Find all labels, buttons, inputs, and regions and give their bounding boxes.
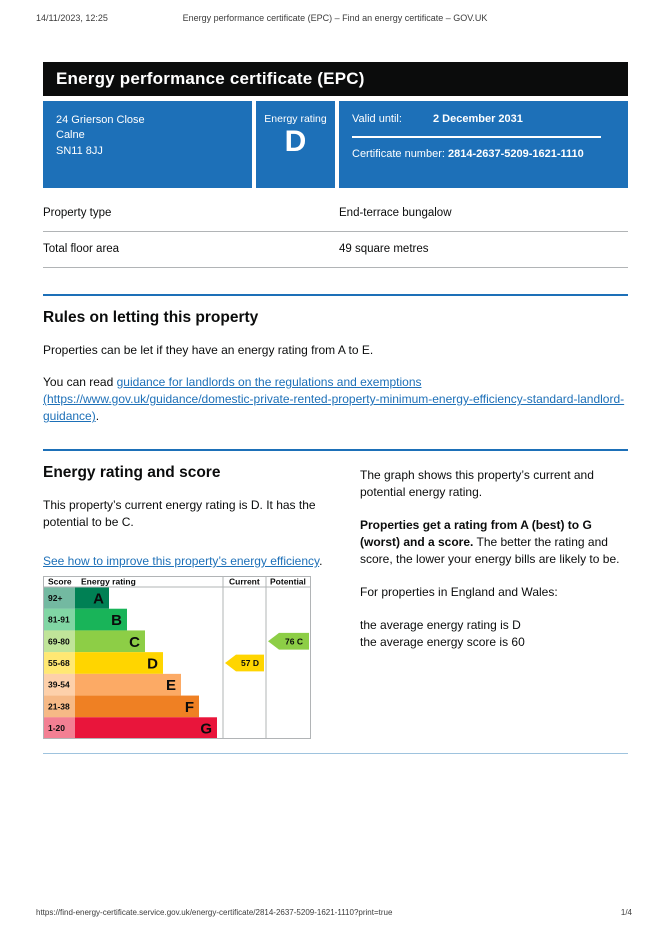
rating-explanation-para: Properties get a rating from A (best) to… bbox=[360, 517, 628, 568]
band-letter-D: D bbox=[147, 656, 158, 673]
band-B bbox=[75, 608, 127, 631]
score-cell-E bbox=[44, 674, 75, 696]
valid-until-row: Valid until: 2 December 2031 bbox=[352, 113, 615, 125]
potential-rating-arrow-label: 76 C bbox=[285, 637, 303, 647]
band-G bbox=[75, 717, 217, 740]
print-url: https://find-energy-certificate.service.… bbox=[36, 908, 393, 917]
energy-rating-box: Energy rating D bbox=[256, 101, 335, 188]
rating-explanation-bold: Properties get a rating from A (best) to… bbox=[360, 518, 592, 550]
validity-box: Valid until: 2 December 2031 Certificate… bbox=[339, 101, 628, 188]
chart-header-potential: Potential bbox=[270, 577, 306, 587]
score-range-G: 1-20 bbox=[48, 723, 65, 733]
score-range-E: 39-54 bbox=[48, 680, 70, 690]
table-row: Property type End-terrace bungalow bbox=[43, 196, 628, 232]
section-divider bbox=[43, 294, 628, 296]
property-facts: Property type End-terrace bungalow Total… bbox=[43, 196, 628, 268]
current-rating-para: This property’s current energy rating is… bbox=[43, 498, 316, 530]
rating-section-heading: Energy rating and score bbox=[43, 464, 221, 482]
fact-value-property-type: End-terrace bungalow bbox=[339, 207, 452, 219]
print-footer: https://find-energy-certificate.service.… bbox=[36, 908, 632, 917]
band-A bbox=[75, 587, 109, 609]
letting-rules-para: Properties can be let if they have an en… bbox=[43, 343, 374, 357]
certificate-content: Energy performance certificate (EPC) 24 … bbox=[43, 62, 628, 755]
property-address-box: 24 Grierson Close Calne SN11 8JJ bbox=[43, 101, 252, 188]
score-cell-D bbox=[44, 652, 75, 675]
band-letter-C: C bbox=[129, 634, 140, 651]
band-letter-G: G bbox=[200, 721, 212, 738]
band-letter-B: B bbox=[111, 612, 122, 629]
score-cell-A bbox=[44, 587, 75, 609]
band-letter-F: F bbox=[185, 699, 194, 716]
improve-link-suffix: . bbox=[319, 554, 323, 569]
print-page-title: Energy performance certificate (EPC) – F… bbox=[182, 13, 488, 23]
certificate-banner: Energy performance certificate (EPC) bbox=[43, 62, 628, 96]
score-cell-C bbox=[44, 630, 75, 653]
band-F bbox=[75, 695, 199, 718]
rating-explanation-rest: The better the rating and score, the low… bbox=[360, 535, 620, 567]
energy-rating-section: Energy rating and score This property’s … bbox=[43, 451, 628, 740]
certificate-title: Energy performance certificate (EPC) bbox=[56, 69, 365, 88]
energy-rating-value: D bbox=[284, 125, 307, 158]
letting-rules-section: Rules on letting this property Propertie… bbox=[43, 309, 628, 425]
certificate-number-row: Certificate number: 2814-2637-5209-1621-… bbox=[352, 148, 615, 160]
score-cell-F bbox=[44, 695, 75, 718]
score-range-A: 92+ bbox=[48, 593, 62, 603]
score-cell-G bbox=[44, 717, 75, 740]
chart-border bbox=[43, 576, 311, 740]
band-letter-A: A bbox=[93, 591, 104, 608]
current-rating-arrow-label: 57 D bbox=[241, 658, 259, 668]
valid-until-value: 2 December 2031 bbox=[433, 113, 523, 125]
chart-header-current: Current bbox=[229, 577, 260, 587]
score-range-D: 55-68 bbox=[48, 658, 70, 668]
address-line-2: Calne bbox=[56, 129, 85, 142]
rating-left-column: Energy rating and score This property’s … bbox=[43, 451, 323, 740]
validity-divider bbox=[352, 136, 601, 138]
graph-description-para: The graph shows this property’s current … bbox=[360, 468, 594, 500]
print-datetime: 14/11/2023, 12:25 bbox=[36, 13, 108, 23]
certificate-summary: 24 Grierson Close Calne SN11 8JJ Energy … bbox=[43, 101, 628, 188]
band-D bbox=[75, 652, 163, 675]
valid-until-label: Valid until: bbox=[352, 113, 402, 125]
section-divider bbox=[43, 449, 628, 452]
letting-rules-heading: Rules on letting this property bbox=[43, 309, 259, 326]
chart-header-score: Score bbox=[48, 577, 72, 587]
average-rating-line: the average energy rating is D bbox=[360, 618, 521, 633]
fact-label-floor-area: Total floor area bbox=[43, 243, 120, 255]
rating-right-column: The graph shows this property’s current … bbox=[360, 451, 628, 739]
band-C bbox=[75, 630, 145, 653]
current-rating-arrow bbox=[225, 654, 264, 672]
address-line-3: SN11 8JJ bbox=[56, 144, 103, 157]
certificate-number-label: Certificate number: bbox=[352, 148, 445, 160]
score-range-F: 21-38 bbox=[48, 702, 70, 712]
fact-label-property-type: Property type bbox=[43, 207, 112, 219]
band-letter-E: E bbox=[166, 677, 176, 694]
potential-rating-arrow bbox=[268, 633, 309, 650]
score-range-C: 69-80 bbox=[48, 637, 70, 647]
averages-para: the average energy rating is D the averag… bbox=[360, 617, 628, 651]
bottom-divider bbox=[43, 753, 628, 755]
energy-rating-label: Energy rating bbox=[264, 113, 327, 125]
print-header: 14/11/2023, 12:25 Energy performance cer… bbox=[36, 13, 634, 25]
england-wales-para: For properties in England and Wales: bbox=[360, 585, 558, 600]
epc-rating-chart: 92+ A 81-91 B 69-80 C 55-68 D 39-54 E 21-38 F 1-20 G 5… bbox=[43, 576, 311, 740]
guidance-text-prefix: You can read bbox=[43, 375, 117, 390]
chart-header-rating: Energy rating bbox=[81, 577, 136, 587]
page-number: 1/4 bbox=[620, 908, 632, 917]
score-cell-B bbox=[44, 608, 75, 631]
guidance-text-suffix: . bbox=[95, 409, 100, 424]
landlord-guidance-link[interactable]: guidance for landlords on the regulation… bbox=[43, 375, 625, 424]
fact-value-floor-area: 49 square metres bbox=[339, 243, 429, 255]
band-E bbox=[75, 674, 181, 696]
score-range-B: 81-91 bbox=[48, 615, 70, 625]
epc-chart-svg: 92+ A 81-91 B 69-80 C 55-68 D 39-54 E 21-38 F 1-20 G 5… bbox=[43, 576, 311, 740]
address-line-1: 24 Grierson Close bbox=[56, 114, 145, 126]
certificate-number-value: 2814-2637-5209-1621-1110 bbox=[448, 148, 584, 160]
letting-guidance-para: You can read guidance for landlords on t… bbox=[43, 374, 628, 425]
improve-link-para: See how to improve this property’s energ… bbox=[43, 553, 323, 570]
improve-efficiency-link[interactable]: See how to improve this property’s energ… bbox=[43, 554, 320, 569]
average-score-line: the average energy score is 60 bbox=[360, 635, 525, 650]
table-row: Total floor area 49 square metres bbox=[43, 232, 628, 268]
